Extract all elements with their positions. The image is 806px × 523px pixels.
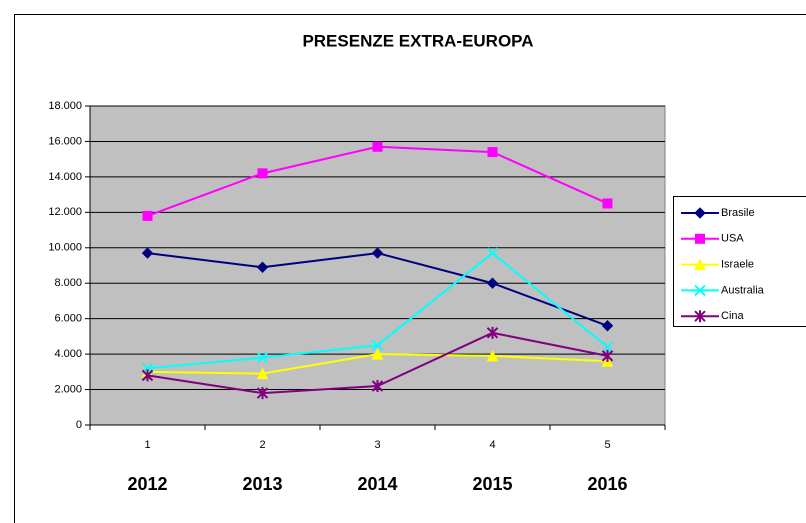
marker: [256, 351, 269, 364]
marker: [601, 341, 614, 353]
marker: [695, 233, 705, 244]
marker: [486, 349, 499, 362]
x-tick-label: 4: [489, 439, 495, 451]
x-tick-label: 1: [144, 439, 150, 451]
x-group-label: 2015: [472, 474, 512, 494]
legend: [673, 196, 806, 327]
y-tick-label: 18.000: [48, 100, 82, 112]
marker: [486, 247, 499, 259]
marker: [141, 247, 154, 259]
y-tick-label: 2.000: [54, 383, 82, 395]
x-group-label: 2012: [127, 474, 167, 494]
marker: [371, 347, 384, 360]
y-tick-label: 0: [76, 419, 82, 431]
y-tick-label: 16.000: [48, 135, 82, 147]
marker: [256, 367, 269, 380]
x-group-label: 2013: [242, 474, 282, 494]
marker: [371, 380, 384, 393]
marker: [142, 210, 153, 221]
y-tick-label: 4.000: [54, 348, 82, 360]
marker: [694, 258, 706, 271]
marker: [256, 387, 269, 400]
plot-area: [89, 105, 666, 426]
marker: [486, 277, 499, 289]
x-tick-label: 5: [604, 439, 610, 451]
marker: [602, 198, 613, 209]
y-tick-label: 10.000: [48, 242, 82, 254]
x-group-label: 2016: [587, 474, 627, 494]
marker: [694, 310, 706, 323]
y-tick-label: 6.000: [54, 313, 82, 325]
marker: [371, 247, 384, 259]
marker: [256, 261, 269, 273]
legend-label: Brasile: [721, 207, 755, 219]
legend-label: Australia: [721, 284, 765, 296]
marker: [601, 320, 614, 332]
marker: [487, 147, 498, 158]
marker: [486, 326, 499, 339]
marker: [694, 284, 706, 297]
marker: [257, 168, 268, 179]
marker: [371, 339, 384, 351]
x-tick-label: 2: [259, 439, 265, 451]
marker: [141, 369, 154, 382]
chart-title: PRESENZE EXTRA-EUROPA: [302, 31, 533, 50]
legend-label: Cina: [721, 310, 745, 322]
marker: [601, 349, 614, 362]
legend-label: USA: [721, 233, 744, 245]
x-tick-label: 3: [374, 439, 380, 451]
legend-label: Israele: [721, 259, 754, 271]
y-tick-label: 14.000: [48, 171, 82, 183]
marker: [372, 141, 383, 152]
y-tick-label: 8.000: [54, 277, 82, 289]
marker: [694, 207, 706, 219]
x-group-label: 2014: [357, 474, 397, 494]
y-tick-label: 12.000: [48, 206, 82, 218]
